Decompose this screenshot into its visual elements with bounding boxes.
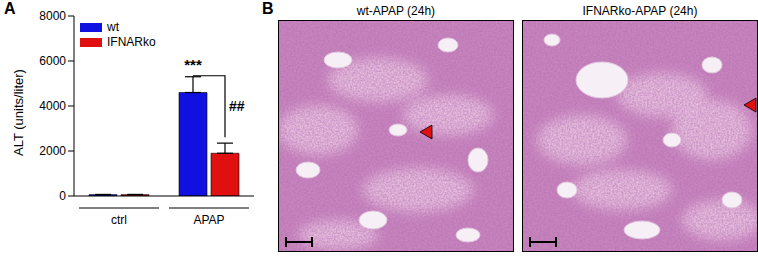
html-text:wt: wt	[107, 20, 119, 34]
html-text:A: A	[4, 0, 16, 17]
svg-text:APAP: APAP	[193, 213, 224, 227]
svg-text:2000: 2000	[39, 144, 66, 158]
html-text:IFNARko: IFNARko	[107, 35, 156, 49]
svg-text:6000: 6000	[39, 54, 66, 68]
svg-text:##: ##	[229, 98, 245, 114]
svg-text:ALT (units/liter): ALT (units/liter)	[11, 69, 26, 156]
svg-text:8000: 8000	[39, 9, 66, 23]
svg-text:***: ***	[184, 56, 202, 73]
svg-text:0: 0	[59, 189, 66, 203]
html-text:B: B	[262, 0, 274, 17]
svg-text:ctrl: ctrl	[111, 213, 127, 227]
svg-text:4000: 4000	[39, 99, 66, 113]
html-text:IFNARko-APAP (24h): IFNARko-APAP (24h)	[582, 4, 698, 18]
html-text:wt-APAP (24h): wt-APAP (24h)	[356, 4, 436, 18]
